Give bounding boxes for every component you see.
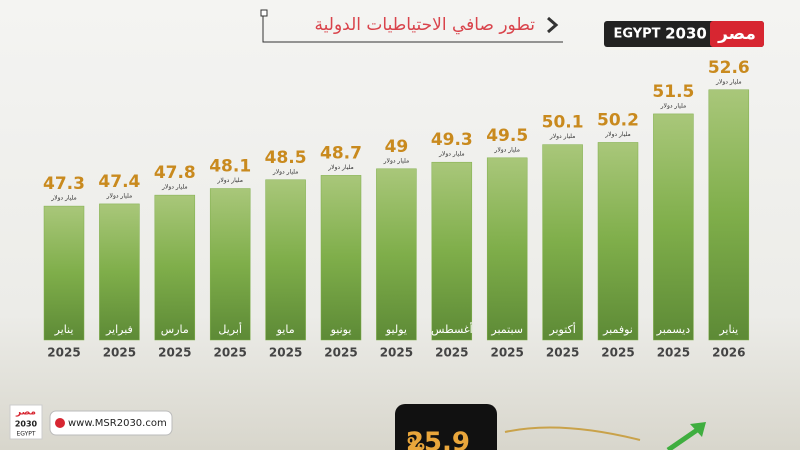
bar <box>708 89 750 341</box>
unit-label: مليار دولار <box>161 184 188 191</box>
value-label: 52.6 <box>708 58 750 78</box>
value-label: 50.2 <box>597 110 639 130</box>
small-logo-english: EGYPT <box>16 431 35 438</box>
year-label: 2025 <box>380 346 413 360</box>
x-tick-label: أبريل <box>218 322 242 336</box>
x-tick-label: يوليو <box>385 323 407 336</box>
highlight-value: 25.9 <box>406 428 470 450</box>
logo-red <box>710 21 764 47</box>
x-tick-label: يناير <box>54 323 74 336</box>
small-logo-arabic: مصر <box>15 408 36 418</box>
unit-label: مليار دولار <box>715 78 742 85</box>
unit-label: مليار دولار <box>549 133 576 140</box>
year-label: 2025 <box>158 346 191 360</box>
x-tick-label: فبراير <box>105 323 133 336</box>
bar <box>542 144 583 341</box>
x-tick-label: يونيو <box>330 323 352 336</box>
unit-label: مليار دولار <box>493 146 520 153</box>
title-arrow <box>547 16 559 34</box>
x-tick-label: نوفمبر <box>602 323 633 336</box>
unit-label: مليار دولار <box>438 151 465 158</box>
unit-label: مليار دولار <box>106 192 133 199</box>
x-tick-label: ديسمبر <box>656 323 691 336</box>
bar <box>43 205 85 341</box>
unit-label: مليار دولار <box>50 195 77 202</box>
bar <box>597 142 639 341</box>
bar <box>376 168 417 341</box>
bar <box>431 161 473 341</box>
bar <box>154 194 196 341</box>
year-label: 2025 <box>546 346 579 360</box>
year-label: 2025 <box>103 346 136 360</box>
logo-year: 2030 <box>665 25 707 43</box>
x-tick-label: يناير <box>718 323 738 336</box>
trend-arrow-head <box>690 422 706 437</box>
year-label: 2025 <box>435 346 468 360</box>
year-label: 2025 <box>213 346 246 360</box>
highlight-box <box>395 404 497 450</box>
x-tick-label: أغسطس <box>431 322 473 336</box>
value-label: 51.5 <box>652 82 694 102</box>
bar <box>486 157 528 341</box>
value-label: 47.8 <box>154 163 196 183</box>
highlight-unit: % <box>407 434 425 450</box>
bar <box>653 113 694 341</box>
bar <box>265 179 306 341</box>
decor-curve <box>504 426 641 441</box>
year-label: 2025 <box>601 346 634 360</box>
bar <box>320 175 362 341</box>
value-label: 47.3 <box>43 174 85 194</box>
value-label: 48.1 <box>209 157 251 177</box>
x-tick-label: مايو <box>276 323 295 336</box>
value-label: 49.3 <box>431 130 473 150</box>
small-logo-year: 2030 <box>15 420 38 429</box>
x-tick-label: مارس <box>161 323 189 336</box>
unit-label: مليار دولار <box>383 157 410 164</box>
value-label: 49 <box>385 137 409 157</box>
value-label: 48.7 <box>320 143 362 163</box>
value-label: 49.5 <box>486 126 528 146</box>
website: www.MSR2030.com <box>68 418 167 429</box>
year-label: 2025 <box>47 346 80 360</box>
title-corner <box>260 9 268 17</box>
bar <box>209 188 251 341</box>
year-label: 2025 <box>269 346 302 360</box>
value-label: 50.1 <box>542 113 584 133</box>
unit-label: مليار دولار <box>604 131 631 138</box>
year-label: 2025 <box>490 346 523 360</box>
year-label: 2025 <box>324 346 357 360</box>
value-label: 47.4 <box>98 172 140 192</box>
title-frame <box>262 12 563 43</box>
trend-arrow <box>666 425 702 450</box>
title: تطور صافي الاحتياطيات الدولية <box>315 15 536 35</box>
website-box <box>49 410 173 436</box>
logo-arabic: مصر <box>717 24 756 44</box>
logo-english: EGYPT <box>613 27 660 42</box>
bar <box>99 203 140 341</box>
x-tick-label: أكتوبر <box>548 322 575 336</box>
unit-label: مليار دولار <box>327 164 354 171</box>
small-logo <box>9 404 43 440</box>
year-label: 2025 <box>657 346 690 360</box>
unit-label: مليار دولار <box>272 168 299 175</box>
x-tick-label: سبتمبر <box>490 323 523 336</box>
year-label: 2026 <box>712 346 745 360</box>
unit-label: مليار دولار <box>660 102 687 109</box>
unit-label: مليار دولار <box>216 177 243 184</box>
website-icon <box>55 418 65 428</box>
value-label: 48.5 <box>265 148 307 168</box>
